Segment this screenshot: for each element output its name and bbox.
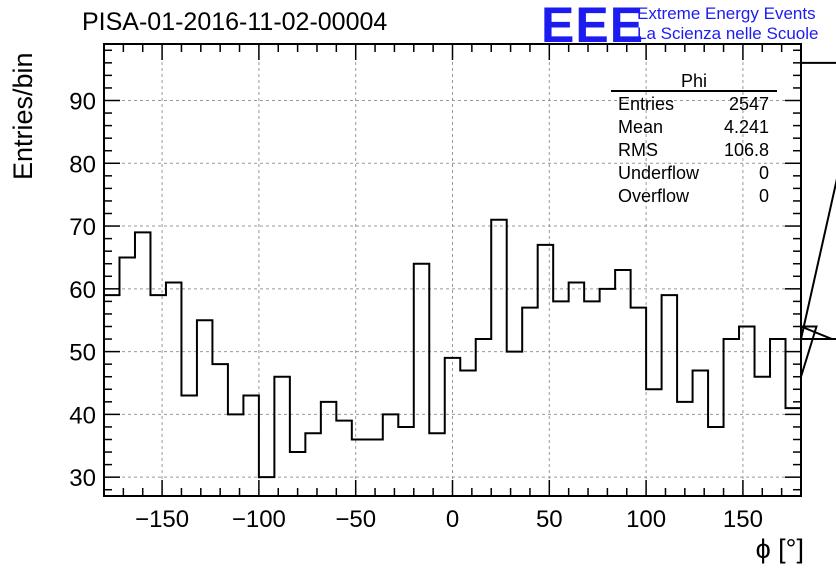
logo-line-2: La Scienza nelle Scuole (637, 24, 819, 43)
x-tick-labels: −150 −100 −50 0 50 100 150 (135, 506, 763, 533)
stats-row-value: 2547 (729, 94, 769, 114)
stats-row-label: Overflow (618, 186, 690, 206)
x-tick-label: −150 (135, 506, 189, 533)
y-tick-label: 90 (69, 89, 96, 116)
stats-row-label: Mean (618, 117, 663, 137)
y-tick-label: 30 (69, 465, 96, 492)
y-tick-label: 50 (69, 340, 96, 367)
axis-ticks (103, 44, 802, 496)
stats-row-value: 106.8 (724, 140, 769, 160)
y-tick-label: 40 (69, 402, 96, 429)
stats-row-label: Underflow (618, 163, 700, 183)
chart-title: PISA-01-2016-11-02-00004 (82, 8, 388, 36)
grid-lines (104, 44, 801, 496)
y-tick-labels: 30 40 50 60 70 80 90 (69, 89, 96, 493)
stats-row-value: 0 (759, 186, 769, 206)
x-tick-label: 50 (536, 506, 563, 533)
x-axis-label: ϕ [°] (755, 534, 804, 564)
x-tick-label: −50 (335, 506, 376, 533)
stats-box: Phi Entries 2547 Mean 4.241 RMS 106.8 Underflo… (611, 71, 777, 206)
x-tick-label: 150 (723, 506, 763, 533)
stats-row-value: 0 (759, 163, 769, 183)
logo-line-1: Extreme Energy Events (637, 4, 816, 23)
x-tick-label: −100 (232, 506, 286, 533)
x-tick-label: 0 (446, 506, 459, 533)
x-tick-label: 100 (626, 506, 666, 533)
stats-title: Phi (681, 71, 707, 91)
y-tick-label: 60 (69, 277, 96, 304)
y-tick-label: 70 (69, 214, 96, 241)
y-tick-label: 80 (69, 151, 96, 178)
stats-row-label: Entries (618, 94, 674, 114)
histogram-line (103, 61, 836, 496)
stats-row-label: RMS (618, 140, 658, 160)
stats-row-value: 4.241 (724, 117, 769, 137)
